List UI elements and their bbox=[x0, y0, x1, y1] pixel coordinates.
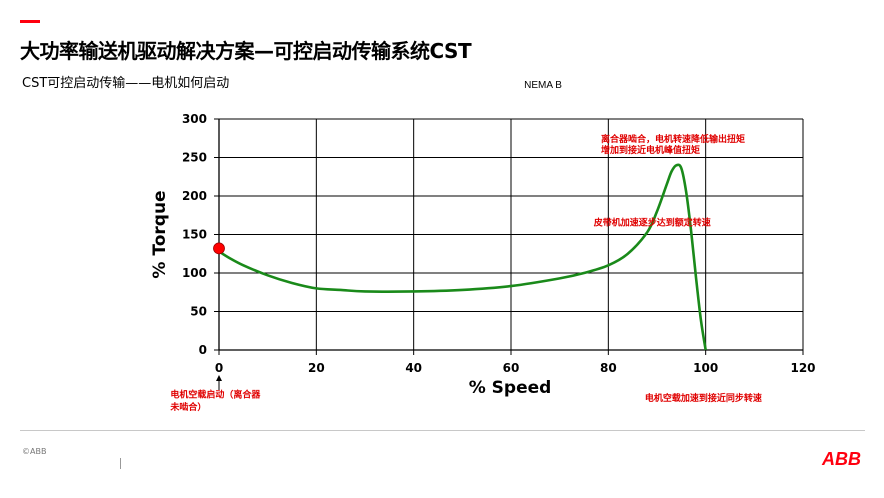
torque-curve-line bbox=[218, 163, 707, 351]
start-point-marker bbox=[213, 242, 225, 255]
page-title: 大功率输送机驱动解决方案—可控启动传输系统CST bbox=[20, 39, 472, 63]
footer-divider bbox=[20, 430, 865, 431]
torque-speed-chart: 0 50 100 150 200 250 300 0 20 40 60 80 100 120 % Speed… bbox=[150, 80, 816, 413]
y-tick-label: 0 bbox=[199, 343, 207, 357]
chart-annotation: 未啮合） bbox=[169, 401, 206, 413]
chart-annotation: 电机空载启动（离合器 bbox=[170, 389, 261, 401]
chart-title: NEMA B bbox=[524, 80, 562, 91]
chart-annotation: 增加到接近电机峰值扭矩 bbox=[601, 144, 700, 156]
x-tick-label: 120 bbox=[790, 361, 815, 375]
x-tick-label: 20 bbox=[308, 361, 325, 375]
y-tick-label: 50 bbox=[190, 305, 207, 319]
accent-bar bbox=[20, 20, 40, 23]
chart-annotation: 电机空载加速到接近同步转速 bbox=[645, 392, 762, 404]
x-tick-label: 60 bbox=[503, 361, 520, 375]
x-tick-label: 80 bbox=[600, 361, 617, 375]
x-tick-label: 40 bbox=[405, 361, 422, 375]
y-tick-label: 200 bbox=[182, 189, 207, 203]
y-tick-label: 250 bbox=[182, 151, 207, 165]
copyright-text: ©ABB bbox=[22, 447, 47, 456]
y-axis-label: % Torque bbox=[150, 190, 170, 278]
chart-annotation: 离合器啮合，电机转速降低输出扭矩 bbox=[601, 133, 745, 145]
y-tick-label: 100 bbox=[182, 266, 207, 280]
x-axis-label: % Speed bbox=[469, 378, 552, 398]
abb-logo: ABB bbox=[822, 449, 861, 469]
y-tick-label: 300 bbox=[182, 112, 207, 126]
chart-annotation: 皮带机加速逐步达到额定转速 bbox=[593, 216, 711, 228]
page-subtitle: CST可控启动传输——电机如何启动 bbox=[22, 76, 230, 91]
x-tick-label: 100 bbox=[693, 361, 718, 375]
y-tick-label: 150 bbox=[182, 228, 207, 242]
footer-separator bbox=[120, 458, 121, 469]
x-tick-label: 0 bbox=[215, 361, 223, 375]
start-arrow-head bbox=[216, 375, 222, 381]
